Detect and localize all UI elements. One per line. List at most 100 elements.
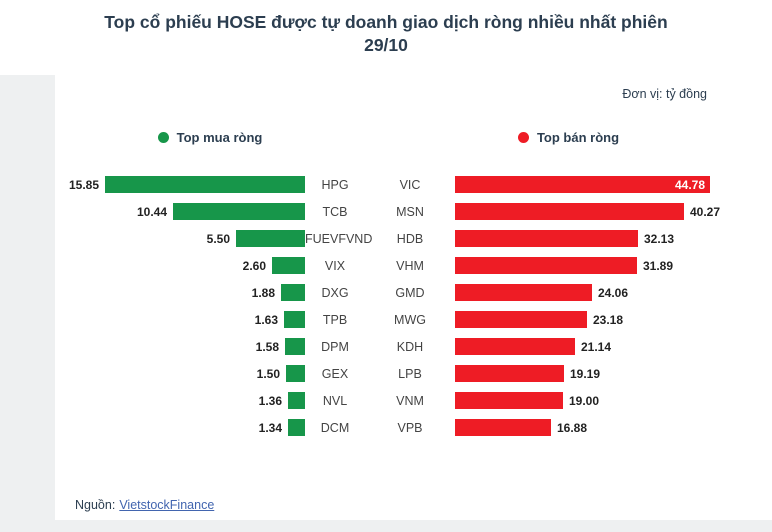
buy-bar-cell: 1.36 (55, 392, 305, 409)
page-title-line2: 29/10 (364, 35, 408, 56)
sell-bar (455, 257, 637, 274)
sell-bar-cell: 21.14 (455, 338, 772, 355)
source-line: Nguồn: VietstockFinance (75, 498, 214, 512)
sell-bar-cell: 44.78 (455, 176, 772, 193)
chart-row: 1.58 DPM KDH 21.14 (55, 333, 772, 360)
buy-bar (173, 203, 305, 220)
sell-bar: 44.78 (455, 176, 710, 193)
buy-value-label: 1.63 (254, 312, 278, 327)
sell-bar-cell: 24.06 (455, 284, 772, 301)
sell-ticker-label: GMD (395, 285, 425, 300)
chart-row: 10.44 TCB MSN 40.27 (55, 198, 772, 225)
sell-bar-cell: 32.13 (455, 230, 772, 247)
chart-row: 15.85 HPG VIC 44.78 (55, 171, 772, 198)
sell-ticker-label: VPB (397, 420, 423, 435)
sell-bar-cell: 23.18 (455, 311, 772, 328)
chart-row: 5.50 FUEVFVND HDB 32.13 (55, 225, 772, 252)
buy-value-label: 1.88 (251, 285, 275, 300)
buy-bar (285, 338, 305, 355)
buy-ticker-label: DXG (321, 285, 349, 300)
buy-ticker-label: TCB (322, 204, 348, 219)
sell-bar (455, 338, 575, 355)
sell-value-label: 24.06 (598, 285, 629, 300)
buy-value-label: 2.60 (242, 258, 266, 273)
sell-ticker-label: KDH (396, 339, 424, 354)
buy-bar (272, 257, 305, 274)
buy-ticker-label: DCM (320, 420, 350, 435)
legend-sell-label: Top bán ròng (536, 129, 620, 145)
sell-ticker-label: MWG (394, 312, 426, 327)
chart-rows: 15.85 HPG VIC 44.78 10.44 TCB MSN 40.27 5.50 FUEV… (55, 171, 772, 441)
legend-item-buy[interactable]: Top mua ròng (55, 130, 365, 145)
sell-value-label: 19.00 (569, 393, 600, 408)
page-title-line1: Top cổ phiếu HOSE được tự doanh giao dịc… (104, 12, 668, 32)
sell-ticker-label: VNM (396, 393, 424, 408)
buy-bar (288, 392, 305, 409)
sell-ticker-label: LPB (398, 366, 422, 381)
sell-value-label: 32.13 (644, 231, 675, 246)
chart-row: 1.50 GEX LPB 19.19 (55, 360, 772, 387)
buy-bar-cell: 2.60 (55, 257, 305, 274)
chart-row: 1.34 DCM VPB 16.88 (55, 414, 772, 441)
chart-header: Top cổ phiếu HOSE được tự doanh giao dịc… (0, 0, 772, 75)
buy-bar-cell: 5.50 (55, 230, 305, 247)
sell-bar-cell: 19.00 (455, 392, 772, 409)
buy-ticker-label: NVL (322, 393, 348, 408)
sell-ticker-label: VIC (399, 177, 421, 192)
sell-value-label: 19.19 (570, 366, 601, 381)
buy-bar-cell: 15.85 (55, 176, 305, 193)
buy-value-label: 1.36 (258, 393, 282, 408)
buy-bar (286, 365, 305, 382)
sell-legend-dot-icon (517, 131, 529, 143)
sell-value-label: 16.88 (557, 420, 588, 435)
sell-bar (455, 311, 587, 328)
source-prefix: Nguồn: (75, 498, 116, 512)
sell-bar-cell: 40.27 (455, 203, 772, 220)
buy-bar-cell: 1.63 (55, 311, 305, 328)
sell-bar (455, 392, 563, 409)
chart-row: 1.63 TPB MWG 23.18 (55, 306, 772, 333)
page-title: Top cổ phiếu HOSE được tự doanh giao dịc… (0, 0, 772, 57)
buy-bar (288, 419, 305, 436)
chart-row: 1.36 NVL VNM 19.00 (55, 387, 772, 414)
sell-bar (455, 230, 638, 247)
sell-value-label: 40.27 (690, 204, 721, 219)
buy-ticker-label: GEX (321, 366, 349, 381)
buy-ticker-label: HPG (321, 177, 349, 192)
buy-bar (105, 176, 305, 193)
buy-legend-dot-icon (157, 131, 169, 143)
sell-bar-cell: 19.19 (455, 365, 772, 382)
buy-value-label: 5.50 (206, 231, 230, 246)
source-link[interactable]: VietstockFinance (119, 498, 215, 512)
sell-bar-cell: 31.89 (455, 257, 772, 274)
buy-bar-cell: 1.88 (55, 284, 305, 301)
buy-value-label: 1.50 (256, 366, 280, 381)
sell-value-label: 44.78 (674, 177, 705, 192)
chart-card: Đơn vị: tỷ đồng Top mua ròng Top bán ròn… (55, 75, 772, 520)
buy-ticker-label: TPB (322, 312, 348, 327)
sell-ticker-label: MSN (396, 204, 424, 219)
buy-value-label: 1.34 (258, 420, 282, 435)
buy-ticker-label: VIX (324, 258, 346, 273)
legend-buy-label: Top mua ròng (176, 129, 263, 145)
sell-value-label: 23.18 (593, 312, 624, 327)
sell-bar (455, 203, 684, 220)
legend-item-sell[interactable]: Top bán ròng (365, 130, 772, 145)
buy-bar-cell: 1.50 (55, 365, 305, 382)
unit-label: Đơn vị: tỷ đồng (622, 87, 707, 101)
buy-value-label: 15.85 (68, 177, 99, 192)
buy-value-label: 1.58 (255, 339, 279, 354)
sell-value-label: 21.14 (581, 339, 612, 354)
chart-legend: Top mua ròng Top bán ròng (55, 127, 772, 147)
sell-bar (455, 419, 551, 436)
sell-value-label: 31.89 (643, 258, 674, 273)
sell-bar-cell: 16.88 (455, 419, 772, 436)
sell-ticker-label: HDB (396, 231, 424, 246)
buy-ticker-label: DPM (321, 339, 349, 354)
buy-bar-cell: 10.44 (55, 203, 305, 220)
buy-bar-cell: 1.34 (55, 419, 305, 436)
buy-bar (281, 284, 305, 301)
buy-bar (236, 230, 305, 247)
sell-bar (455, 284, 592, 301)
